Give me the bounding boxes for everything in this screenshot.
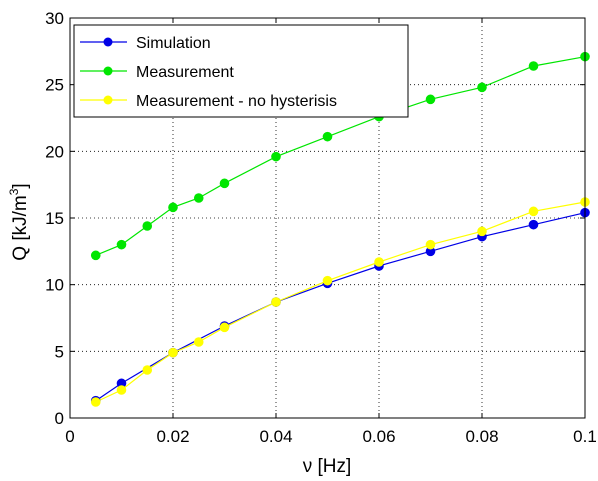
y-tick-label: 5 xyxy=(55,342,64,361)
data-point-simulation xyxy=(116,378,127,389)
y-tick-label: 30 xyxy=(45,9,64,28)
legend-label-measurement: Measurement xyxy=(136,64,234,81)
data-point-simulation xyxy=(528,219,539,230)
x-tick-label: 0.04 xyxy=(259,427,292,446)
data-point-measurement-no-hysterisis xyxy=(116,385,127,395)
legend-label-simulation: Simulation xyxy=(136,35,211,52)
data-point-measurement xyxy=(193,193,204,203)
data-point-measurement xyxy=(271,151,281,162)
x-tick-label: 0 xyxy=(65,427,74,446)
data-point-measurement-no-hysterisis xyxy=(90,397,101,407)
x-tick-label: 0.02 xyxy=(156,427,189,446)
grid xyxy=(70,18,585,418)
data-point-measurement-no-hysterisis xyxy=(477,226,487,237)
data-point-measurement-no-hysterisis xyxy=(142,365,153,375)
y-tick-label: 10 xyxy=(45,276,64,295)
legend-marker-simulation xyxy=(103,37,113,47)
data-point-measurement xyxy=(168,202,178,213)
data-point-measurement xyxy=(219,178,230,189)
x-tick-label: 0.06 xyxy=(362,427,395,446)
data-point-measurement xyxy=(425,94,436,105)
data-point-measurement xyxy=(142,221,153,231)
data-point-measurement-no-hysterisis xyxy=(528,206,539,217)
y-tick-label: 0 xyxy=(55,409,64,428)
y-axis-label-main: Q [kJ/m xyxy=(10,195,31,260)
data-point-measurement-no-hysterisis xyxy=(322,275,333,286)
legend-box xyxy=(73,24,409,118)
x-axis-label: ν [Hz] xyxy=(303,456,352,477)
legend-marker-measurement xyxy=(103,66,113,76)
y-tick-label: 25 xyxy=(45,76,64,95)
ticks: 0 0.02 0.04 0.06 0.08 0.1 0 5 10 15 20 25 30 xyxy=(45,9,597,446)
legend-marker-measurement-no-hysteresis xyxy=(103,95,113,105)
y-axis-label-end: ] xyxy=(10,183,31,188)
data-point-measurement xyxy=(528,61,539,71)
y-tick-label: 20 xyxy=(45,142,64,161)
data-point-measurement xyxy=(90,250,101,261)
x-tick-label: 0.1 xyxy=(573,427,597,446)
y-axis-label-superscript: 3 xyxy=(7,188,21,195)
data-point-measurement-no-hysterisis xyxy=(168,347,178,358)
data-point-measurement-no-hysterisis xyxy=(219,322,230,333)
data-point-measurement-no-hysterisis xyxy=(271,297,281,307)
legend-label-measurement-no-hysteresis: Measurement - no hysterisis xyxy=(136,93,337,110)
data-point-simulation xyxy=(425,246,436,257)
legend: Simulation Measurement Measurement - no … xyxy=(73,24,409,118)
series-measurement-no-hysterisis xyxy=(90,197,590,407)
data-point-measurement xyxy=(477,82,487,93)
data-point-measurement xyxy=(116,239,127,250)
x-tick-label: 0.08 xyxy=(465,427,498,446)
y-axis-label: Q [kJ/m3] xyxy=(7,183,31,260)
data-point-measurement-no-hysterisis xyxy=(374,257,384,267)
y-tick-label: 15 xyxy=(45,209,64,228)
data-point-measurement-no-hysterisis xyxy=(193,337,204,347)
data-point-measurement xyxy=(322,131,333,142)
data-point-measurement-no-hysterisis xyxy=(425,239,436,250)
